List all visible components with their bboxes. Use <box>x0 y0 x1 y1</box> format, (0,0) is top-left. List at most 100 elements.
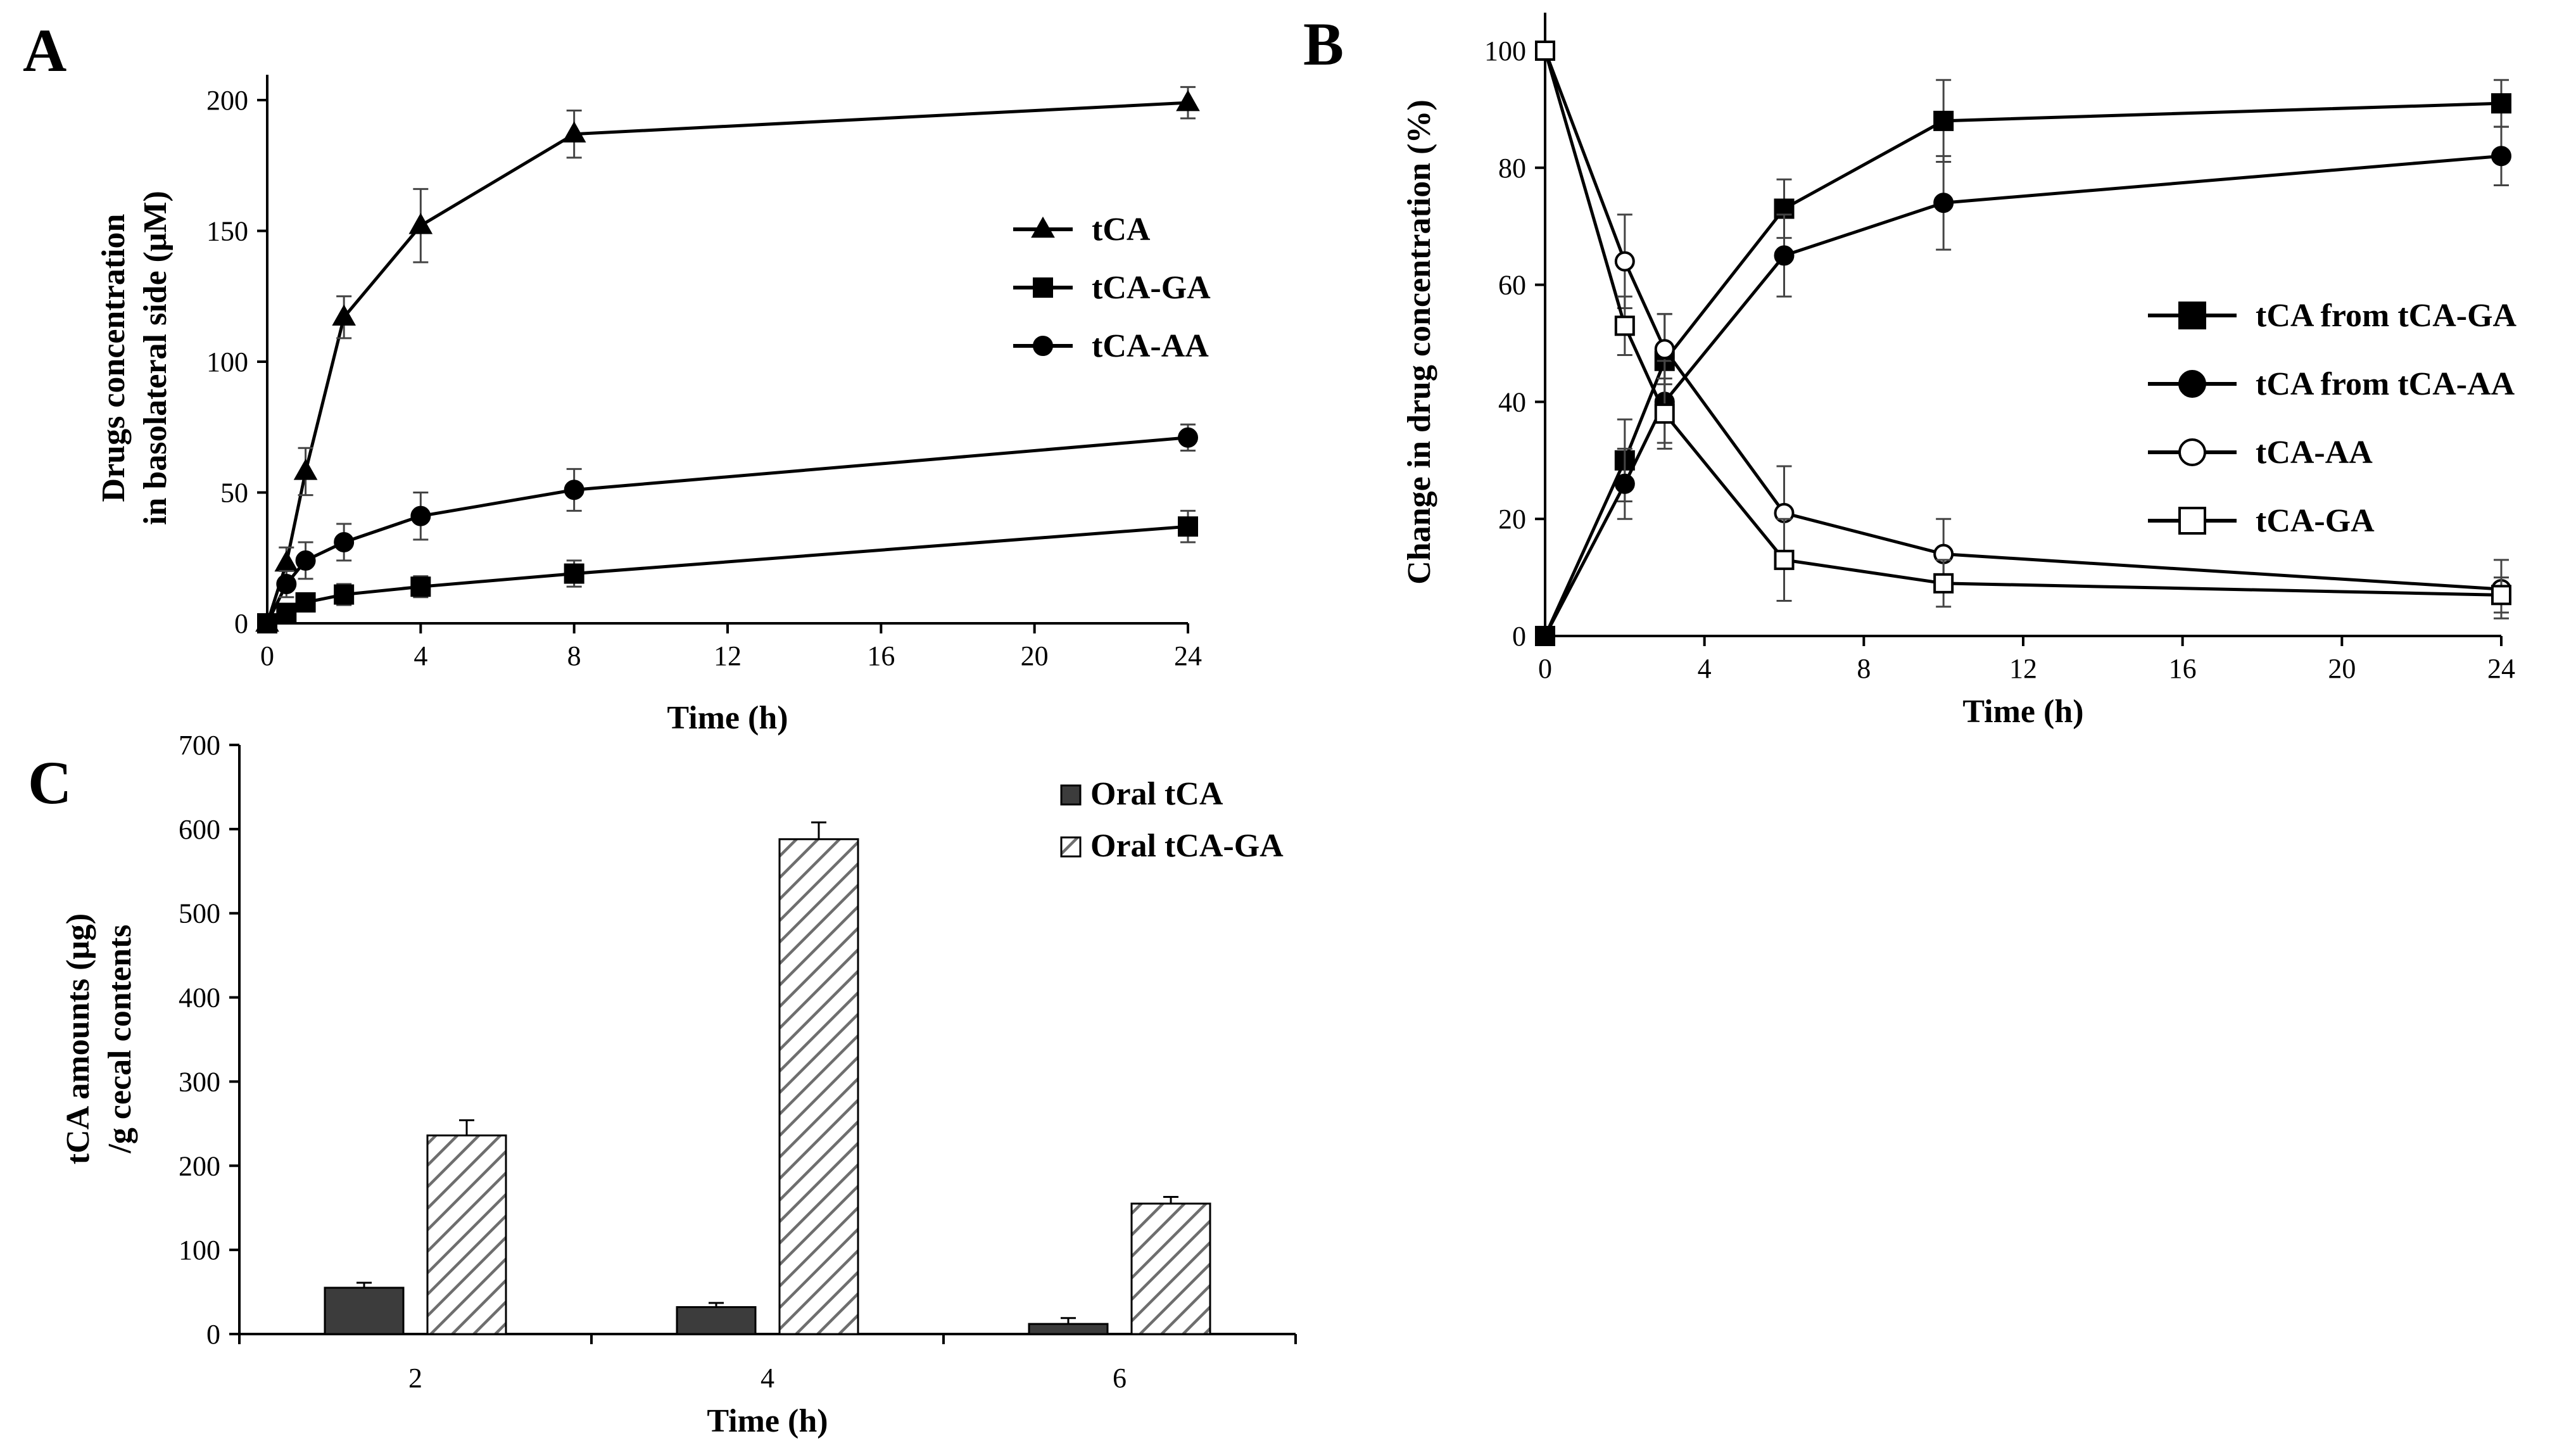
legend-item: Oral tCA-GA <box>1060 828 1284 864</box>
legend-label: tCA from tCA-AA <box>2256 366 2515 402</box>
x-tick-label: 12 <box>714 640 742 671</box>
x-tick-label: 6 <box>1113 1363 1127 1394</box>
x-tick-label: 24 <box>2487 653 2515 684</box>
panel-a-chart: 0 4 8 12 16 20 24 0 50 100 150 200 Time (h) Drugs con… <box>96 75 1211 736</box>
legend-item: tCA-AA <box>1013 328 1209 364</box>
data-point <box>1614 473 1635 494</box>
y-tick-label: 400 <box>179 982 220 1014</box>
series-tca-ga <box>1535 41 2511 614</box>
data-point <box>1614 251 1635 272</box>
series-tca-aa <box>257 423 1198 633</box>
series-tca <box>255 86 1200 632</box>
legend-item: tCA from tCA-AA <box>2148 366 2515 402</box>
bar <box>1028 1323 1109 1335</box>
y-axis-title: Drugs concentration <box>96 213 132 502</box>
x-tick-label: 4 <box>761 1363 774 1394</box>
legend-marker <box>1031 216 1055 238</box>
panel-b-letter: B <box>1303 10 1344 78</box>
y-tick-label: 100 <box>179 1235 220 1266</box>
legend-marker <box>2178 302 2206 329</box>
y-tick-label: 600 <box>179 814 220 845</box>
x-axis-title: Time (h) <box>1962 694 2083 730</box>
bar <box>324 1287 405 1335</box>
series-line <box>1543 154 2502 637</box>
series-line <box>266 524 1189 625</box>
data-point <box>1654 339 1675 360</box>
y-tick-label: 0 <box>206 1319 220 1350</box>
y-tick-label: 0 <box>234 608 248 639</box>
panel-c-letter: C <box>28 749 72 817</box>
panel-a-letter: A <box>23 16 66 84</box>
series-line <box>1543 50 2502 591</box>
y-tick-label: 200 <box>179 1150 220 1181</box>
y-axis-title: in basolateral side (μM) <box>137 191 174 525</box>
data-point <box>295 550 316 571</box>
legend-label: tCA from tCA-GA <box>2256 298 2517 334</box>
data-point <box>564 480 584 500</box>
legend-marker <box>2178 370 2206 398</box>
x-tick-label: 2 <box>408 1363 422 1394</box>
data-point <box>1178 516 1198 537</box>
legend-item: Oral tCA <box>1060 776 1223 812</box>
x-tick-label: 0 <box>260 640 274 671</box>
legend-label: Oral tCA <box>1090 776 1223 812</box>
data-point <box>295 592 316 613</box>
x-tick-label: 8 <box>1857 653 1871 684</box>
data-point <box>257 613 277 633</box>
data-point <box>2491 93 2511 114</box>
data-point <box>1933 193 1954 213</box>
y-tick-label: 300 <box>179 1066 220 1097</box>
y-tick-label: 40 <box>1498 386 1526 417</box>
x-tick-label: 12 <box>2009 653 2037 684</box>
legend-item: tCA from tCA-GA <box>2148 298 2517 334</box>
legend-swatch <box>1060 784 1082 806</box>
data-point <box>1178 427 1198 448</box>
y-tick-label: 60 <box>1498 270 1526 301</box>
bar <box>426 1134 507 1335</box>
data-point <box>334 531 355 552</box>
y-tick-label: 0 <box>1512 621 1526 652</box>
data-point <box>2491 146 2511 167</box>
series-line <box>265 101 1189 624</box>
x-axis-title: Time (h) <box>707 1403 828 1439</box>
legend-marker <box>1033 336 1053 356</box>
legend-label: tCA-GA <box>1092 270 1211 306</box>
y-tick-label: 500 <box>179 898 220 929</box>
legend-marker <box>2178 507 2206 535</box>
legend-label: tCA <box>1092 212 1151 248</box>
y-tick-label: 700 <box>179 730 220 761</box>
y-axis-title: /g cecal contents <box>102 924 138 1154</box>
data-point <box>2491 585 2511 606</box>
y-tick-label: 200 <box>206 85 248 116</box>
legend-label: Oral tCA-GA <box>1090 828 1284 864</box>
legend-marker <box>2178 438 2206 466</box>
legend-item: tCA-GA <box>2148 503 2375 539</box>
data-point <box>410 505 431 526</box>
data-point <box>334 584 355 605</box>
y-tick-label: 20 <box>1498 504 1526 535</box>
data-point <box>1535 626 1555 646</box>
x-tick-label: 16 <box>2169 653 2197 684</box>
series-line <box>1543 50 2502 597</box>
x-tick-label: 16 <box>867 640 895 671</box>
legend-item: tCA <box>1013 212 1151 248</box>
x-tick-label: 0 <box>1538 653 1552 684</box>
x-tick-label: 8 <box>567 640 581 671</box>
data-point <box>276 602 297 623</box>
y-tick-label: 100 <box>206 346 248 378</box>
x-tick-label: 4 <box>414 640 427 671</box>
data-point <box>1774 245 1795 266</box>
x-axis-title: Time (h) <box>667 700 788 736</box>
bar <box>778 838 859 1335</box>
panel-b-chart: 0 4 8 12 16 20 24 0 20 40 60 80 100 Time (h) Change in… <box>1401 13 2517 730</box>
legend-label: tCA-AA <box>2256 435 2373 471</box>
series-line <box>1543 101 2502 637</box>
data-point <box>1774 549 1795 570</box>
data-point <box>408 213 433 234</box>
x-tick-label: 20 <box>2328 653 2356 684</box>
legend: tCA tCA-GA tCA-AA <box>1013 212 1211 364</box>
x-tick-label: 24 <box>1174 640 1202 671</box>
data-point <box>562 121 586 143</box>
data-point <box>293 459 318 480</box>
panel-c-chart: 0 100 200 300 400 500 600 700 2 4 6 Time (h) tCA amo… <box>60 730 1297 1439</box>
